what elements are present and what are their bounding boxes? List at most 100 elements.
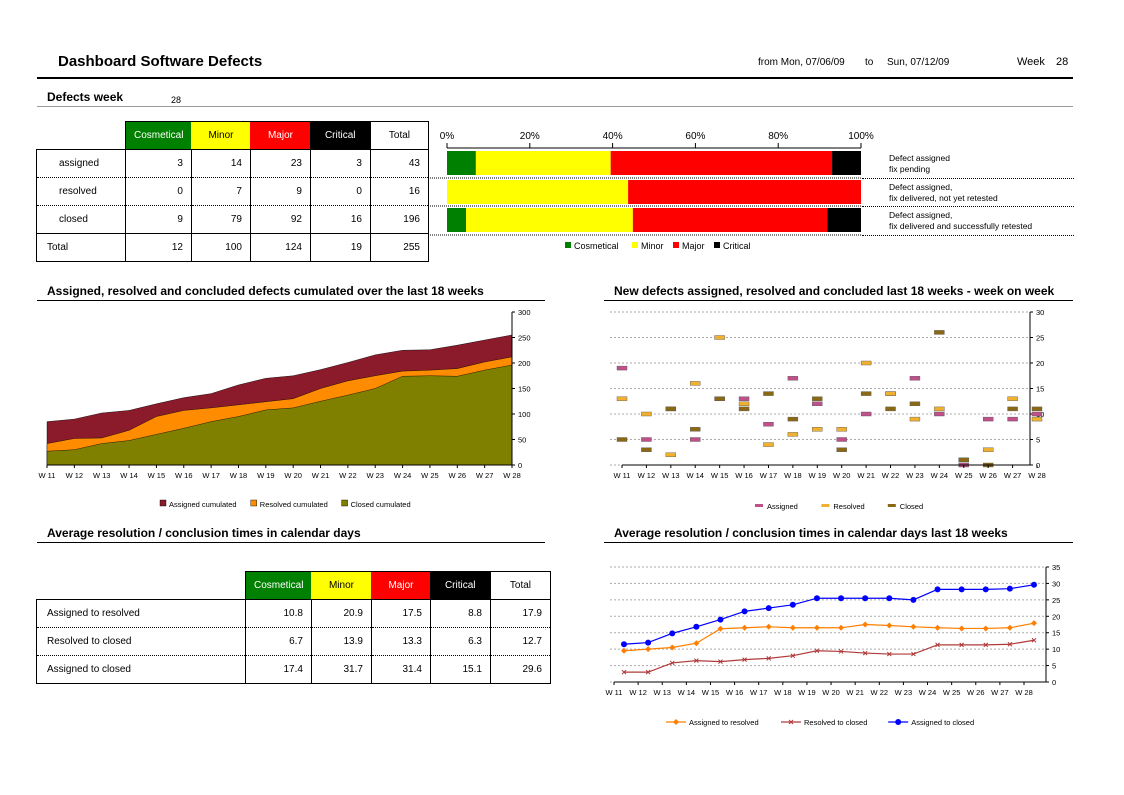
data-point [885,391,896,396]
data-point [738,401,750,407]
data-point [958,625,965,632]
series-line [623,622,1035,652]
x-tick-label: W 19 [257,471,275,480]
legend-swatch [250,499,258,507]
note-line: fix delivered, not yet retested [889,193,998,203]
table-row: assigned 3 14 23 3 43 [36,149,429,178]
y-tick-label: 5 [1036,436,1040,445]
x-tick-label: W 24 [394,471,412,480]
x-tick-label: W 22 [882,471,900,480]
y-tick-label: 150 [518,385,531,394]
legend-swatch [821,504,830,507]
cell: 31.4 [370,655,431,684]
avg-table-title: Average resolution / conclusion times in… [47,526,361,540]
data-point [621,641,627,648]
data-point [645,646,652,653]
x-tick-label: W 11 [606,688,623,697]
data-point [669,630,676,637]
data-point [738,406,750,412]
x-tick-label: W 15 [711,471,729,480]
data-point [787,416,799,422]
y-tick-label: 20 [1052,612,1060,621]
data-point [1031,406,1043,412]
note-resolved: Defect assigned, fix delivered, not yet … [889,182,998,204]
x-tick-label: W 18 [230,471,248,480]
table-row: Assigned to closed 17.4 31.7 31.4 15.1 2… [36,655,551,684]
data-point [766,655,772,661]
y-tick-label: 20 [1036,359,1044,368]
data-point [934,330,945,335]
data-point [814,648,820,654]
legend-label: Assigned to closed [911,718,974,727]
data-point [982,447,994,452]
x-tick-label: W 11 [614,471,631,480]
cell: 12 [125,233,192,262]
data-point [909,401,921,407]
avg-times-table: Cosmetical Minor Major Critical Total As… [36,571,551,684]
avg-times-line-chart: 0 5 10 15 20 25 30 35 W 11 W 12 W 13 W 14 W 15 W 16 W … [606,563,1061,727]
cumulated-title-rule [37,300,545,301]
data-point [616,365,628,371]
data-point [860,411,872,417]
data-point [645,639,652,646]
x-tick-label: W 14 [678,688,696,697]
y-tick-label: 35 [1052,563,1060,572]
cell: 0 [125,177,192,206]
data-point [1031,637,1037,643]
data-point [959,642,965,648]
data-point [862,595,869,602]
series-line [624,639,1035,673]
severity-percent-chart: 0% 20% 40% 60% 80% 100% Cosmetical Minor Major Cr… [430,131,874,251]
data-point [836,427,847,432]
cell: 196 [369,205,429,234]
note-line: Defect assigned, [889,182,953,192]
data-point [690,381,701,386]
bar-segment [475,151,611,175]
cell: 13.9 [310,627,372,656]
cell: 3 [309,149,371,178]
data-point [665,452,677,458]
defects-week-title: Defects week [47,90,124,104]
cell: 6.7 [245,627,312,656]
defects-week-rule [37,106,1073,107]
date-from: from Mon, 07/06/09 [758,57,845,68]
avg-chart-title-rule [604,542,1073,543]
data-point [836,447,847,452]
data-point [934,411,945,417]
data-point [1007,406,1018,412]
data-point [812,427,823,432]
legend-label: Cosmetical [574,241,619,251]
data-point [789,601,796,608]
data-point [1007,641,1013,647]
x-tick-label: W 13 [653,688,671,697]
bar-segment [447,151,476,175]
x-tick-label: W 26 [979,471,997,480]
data-point [693,640,700,647]
cell: 31.7 [310,655,372,684]
data-point [742,657,747,663]
data-point [714,335,725,340]
data-point [909,376,921,381]
notes-divider [862,235,1074,236]
x-tick-label: W 13 [93,471,111,480]
x-tick-label: W 14 [686,471,704,480]
data-point [860,360,872,366]
note-assigned: Defect assigned fix pending [889,153,950,175]
table-row-total: Total 12 100 124 19 255 [36,233,429,262]
date-to-label: to [865,57,874,68]
cumulated-area-chart: 0 50 100 150 200 250 300 W 11 W 12 W 13 W 14 W 15 W … [39,308,531,509]
data-point [885,406,896,412]
note-line: fix pending [889,164,931,174]
data-point [787,432,799,437]
data-point [789,624,796,631]
table-row: resolved 0 7 9 0 16 [36,177,429,206]
data-point [935,642,940,648]
data-point [741,624,748,631]
data-point [1007,396,1018,401]
y-tick-label: 100 [518,410,531,419]
x-tick-label: W 16 [735,471,753,480]
legend-label: Assigned [767,502,798,511]
row-label: resolved [36,177,126,206]
data-point [665,406,677,412]
data-point [886,651,892,657]
